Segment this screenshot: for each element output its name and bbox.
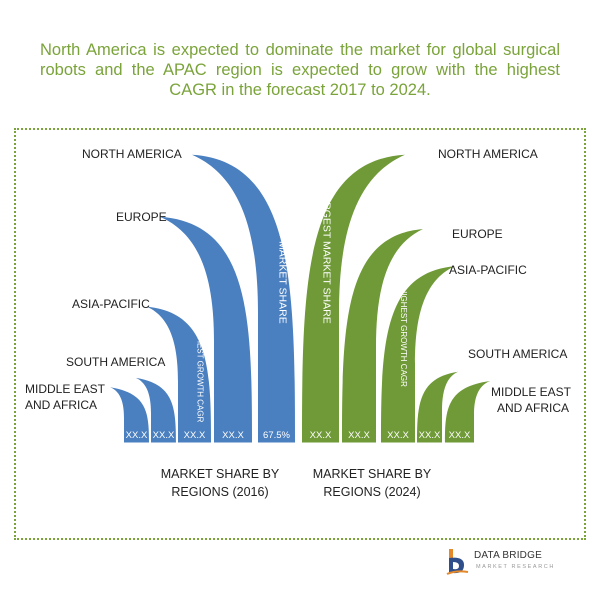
right-label-north-america: NORTH AMERICA: [438, 147, 538, 161]
headline: North America is expected to dominate th…: [40, 41, 560, 99]
data-bridge-logo: DATA BRIDGE MARKET RESEARCH: [446, 548, 566, 576]
left-label-europe: EUROPE: [116, 210, 167, 224]
left-bar-2: [135, 377, 176, 443]
logo-subtitle: MARKET RESEARCH: [476, 564, 555, 570]
left-bar-2-value: XX.X: [153, 430, 175, 441]
left-bar-5-annotation: LARGEST MARKET SHARE: [277, 189, 289, 323]
left-label-north-america: NORTH AMERICA: [82, 147, 182, 161]
right-bar-1-annotation: LARGEST MARKET SHARE: [321, 189, 333, 323]
right-label-europe: EUROPE: [452, 227, 503, 241]
left-bar-5-value: 67.5%: [263, 430, 290, 441]
right-bar-5: [445, 381, 491, 443]
left-bar-1: [110, 387, 149, 443]
right-bar-4: [417, 371, 459, 443]
right-label-asia-pacific: ASIA-PACIFIC: [449, 263, 527, 277]
left-label-asia-pacific: ASIA-PACIFIC: [72, 297, 150, 311]
right-bar-2: [342, 229, 423, 443]
left-bar-1-value: XX.X: [126, 430, 148, 441]
left-bar-3-value: XX.X: [184, 430, 206, 441]
right-bar-3-value: XX.X: [387, 430, 409, 441]
left-caption-line1: MARKET SHARE BY: [160, 467, 280, 481]
left-label-mea-line1: MIDDLE EAST: [25, 382, 106, 396]
left-bar-3-annotation: HIGHEST GROWTH CAGR: [196, 323, 205, 423]
left-bar-4-value: XX.X: [222, 430, 244, 441]
left-bar-4: [159, 216, 252, 443]
right-bar-4-value: XX.X: [419, 430, 441, 441]
right-bar-1: [302, 154, 406, 443]
right-caption-line2: REGIONS (2024): [323, 485, 421, 499]
right-bar-5-value: XX.X: [449, 430, 471, 441]
right-label-mea-line2: AND AFRICA: [497, 401, 570, 415]
left-label-mea-line2: AND AFRICA: [25, 398, 98, 412]
left-bar-5: [191, 154, 295, 443]
right-caption-line1: MARKET SHARE BY: [312, 467, 432, 481]
right-label-south-america: SOUTH AMERICA: [468, 347, 568, 361]
right-bar-2-value: XX.X: [348, 430, 370, 441]
right-label-mea-line1: MIDDLE EAST: [491, 385, 572, 399]
right-bar-3: [381, 266, 455, 443]
logo-title: DATA BRIDGE: [474, 550, 542, 561]
left-caption-line2: REGIONS (2016): [171, 485, 269, 499]
right-bar-3-annotation: HIGHEST GROWTH CAGR: [399, 288, 408, 388]
left-bar-3: [146, 306, 211, 443]
right-caption: MARKET SHARE BY REGIONS (2024): [292, 465, 452, 501]
right-bar-1-value: XX.X: [310, 430, 332, 441]
logo-mark-icon: [446, 549, 469, 575]
left-caption: MARKET SHARE BY REGIONS (2016): [140, 465, 300, 501]
left-label-south-america: SOUTH AMERICA: [66, 355, 166, 369]
dotted-frame: [14, 128, 586, 540]
